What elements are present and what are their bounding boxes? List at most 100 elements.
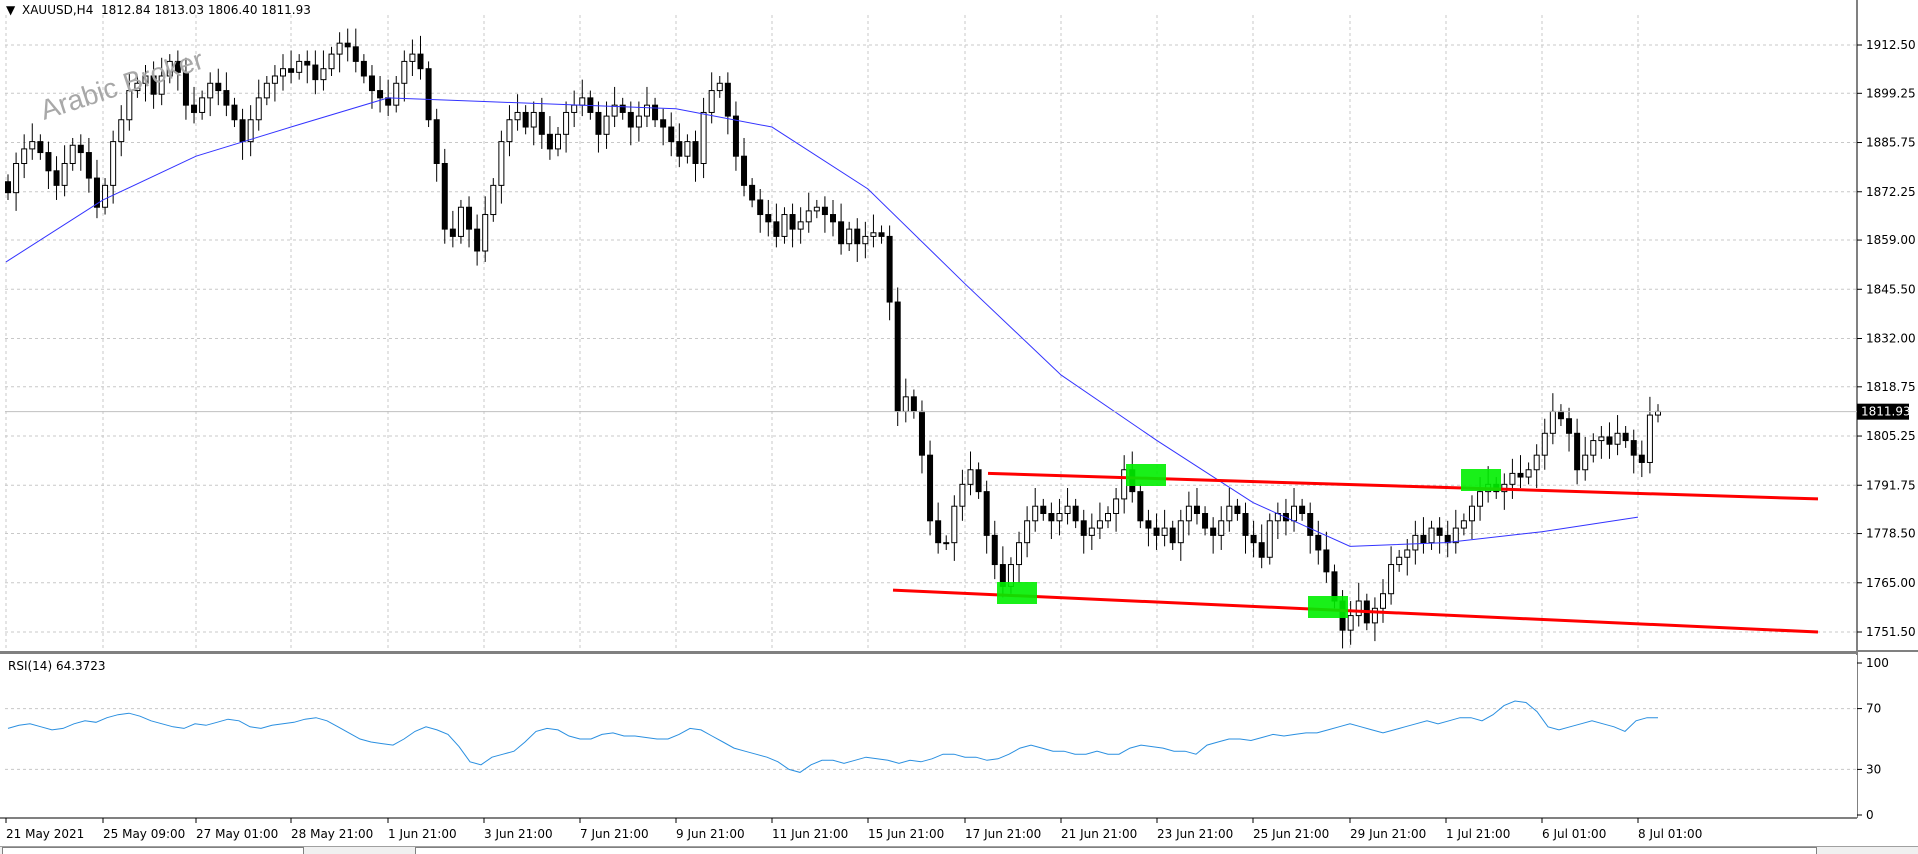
candle	[684, 134, 691, 164]
candle	[85, 137, 92, 193]
candle	[466, 196, 473, 248]
candle	[983, 480, 990, 554]
candle	[522, 105, 529, 135]
candle	[1614, 415, 1621, 456]
rsi-level-label: 70	[1866, 702, 1881, 716]
candle	[433, 108, 440, 182]
candle	[134, 75, 141, 98]
candle	[797, 207, 804, 244]
candle	[692, 130, 699, 182]
swing-marker	[997, 582, 1037, 604]
price-tick-label: 1845.50	[1866, 282, 1916, 296]
candle	[1347, 601, 1354, 645]
candle	[967, 451, 974, 496]
candle	[1404, 539, 1411, 576]
candle	[943, 535, 950, 550]
candle	[773, 203, 780, 248]
rsi-axis: 100 70 30 0	[1857, 656, 1889, 822]
candle	[652, 97, 659, 128]
candle	[449, 210, 456, 248]
rsi-panel[interactable]	[5, 655, 1857, 818]
time-tick-label: 6 Jul 01:00	[1542, 827, 1606, 841]
candle	[1064, 487, 1071, 525]
candle	[1388, 546, 1395, 605]
time-tick-label: 17 Jun 21:00	[965, 827, 1041, 841]
candle	[1436, 517, 1443, 554]
candle	[627, 101, 634, 146]
candle	[765, 199, 772, 237]
candle	[1210, 517, 1217, 554]
candle	[1582, 436, 1589, 481]
candle	[368, 65, 375, 109]
candle	[1258, 524, 1265, 569]
candle	[846, 221, 853, 251]
candle	[724, 72, 731, 135]
time-tick-label: 1 Jul 21:00	[1446, 827, 1510, 841]
time-tick-label: 8 Jul 01:00	[1638, 827, 1702, 841]
candle	[69, 137, 76, 171]
panel-separator[interactable]	[0, 651, 1857, 654]
candle	[611, 86, 618, 128]
candle	[304, 50, 311, 84]
candle	[1105, 506, 1111, 529]
candle	[749, 178, 756, 208]
candle	[1048, 502, 1055, 540]
candle	[1266, 513, 1273, 565]
time-tick-label: 3 Jun 21:00	[484, 827, 553, 841]
candle	[393, 75, 400, 113]
candle	[676, 123, 683, 168]
candle	[231, 97, 238, 128]
candle	[716, 75, 723, 98]
trendline[interactable]	[892, 588, 1819, 634]
time-tick-label: 7 Jun 21:00	[580, 827, 649, 841]
candle	[174, 50, 181, 91]
chart-tab[interactable]	[415, 847, 1817, 854]
candle	[21, 134, 28, 179]
price-panel[interactable]	[5, 15, 1857, 652]
time-tick-label: 15 Jun 21:00	[868, 827, 944, 841]
candle	[401, 50, 408, 102]
time-tick-label: 25 Jun 21:00	[1253, 827, 1329, 841]
candle	[821, 196, 828, 233]
candle	[1371, 597, 1378, 642]
candle	[546, 116, 553, 160]
candle	[1299, 498, 1306, 521]
menu-triangle-icon[interactable]: ▼	[6, 3, 16, 17]
candle	[166, 54, 173, 84]
time-grid	[5, 15, 1639, 818]
candle	[1056, 498, 1063, 536]
candle	[563, 101, 570, 153]
candle	[1032, 487, 1039, 532]
price-tick-label: 1832.00	[1866, 332, 1916, 346]
candle	[344, 28, 351, 62]
time-tick-label: 1 Jun 21:00	[388, 827, 457, 841]
candle	[150, 61, 157, 109]
candle	[555, 127, 561, 157]
candle	[927, 440, 934, 536]
candle	[13, 152, 20, 211]
candle	[838, 203, 845, 255]
price-tick-label: 1791.75	[1866, 478, 1916, 492]
time-axis[interactable]: 21 May 2021 25 May 09:00 27 May 01:00 28 Ma…	[5, 818, 1702, 841]
candle	[1145, 509, 1152, 547]
candle	[1153, 513, 1160, 550]
candle	[352, 28, 359, 73]
candle	[1541, 418, 1548, 470]
candle	[118, 105, 125, 157]
candle	[320, 50, 327, 91]
candle	[296, 54, 303, 80]
candle	[441, 148, 448, 244]
candle	[102, 178, 109, 215]
candle	[643, 86, 650, 128]
candle	[886, 225, 893, 321]
candle	[1525, 462, 1532, 485]
candle	[1412, 520, 1419, 565]
candle	[53, 156, 60, 200]
candle	[247, 105, 254, 157]
price-axis[interactable]: 1912.50 1899.25 1885.75 1872.25 1859.00 1845.…	[1857, 38, 1916, 639]
candle	[29, 123, 36, 160]
chart-tab[interactable]	[2, 847, 304, 854]
candle	[1380, 579, 1386, 623]
candle	[894, 287, 901, 427]
